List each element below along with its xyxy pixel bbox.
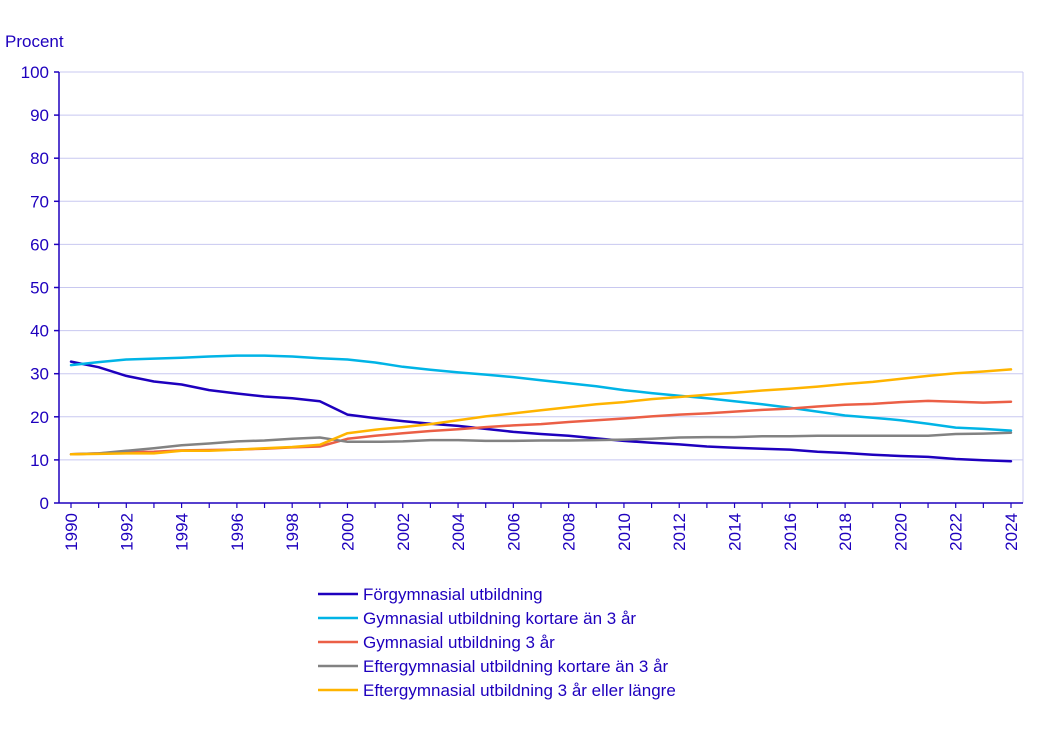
legend-label: Förgymnasial utbildning [363,585,543,604]
x-tick-label: 2000 [338,513,357,551]
x-tick-label: 1990 [62,513,81,551]
x-tick-label: 2024 [1002,513,1021,551]
legend-label: Eftergymnasial utbildning kortare än 3 å… [363,657,669,676]
series-line-3 [69,399,1013,456]
y-tick-label: 50 [30,279,49,298]
y-tick-label: 10 [30,451,49,470]
y-axis-ticks: 0 10 20 30 40 50 60 70 80 90 100 [21,63,59,513]
x-tick-label: 2012 [670,513,689,551]
x-tick-label: 2022 [947,513,966,551]
x-tick-label: 1996 [228,513,247,551]
series-line-4 [69,431,1013,456]
x-tick-label: 2020 [891,513,910,551]
series-lines [69,354,1013,463]
x-tick-label: 2002 [394,513,413,551]
legend-label: Eftergymnasial utbildning 3 år eller län… [363,681,676,700]
x-tick-label: 2018 [836,513,855,551]
x-tick-label: 2016 [781,513,800,551]
y-tick-label: 90 [30,106,49,125]
y-tick-label: 30 [30,365,49,384]
gridlines [59,71,1023,461]
legend-label: Gymnasial utbildning kortare än 3 år [363,609,636,628]
y-tick-label: 0 [40,494,49,513]
legend: Förgymnasial utbildning Gymnasial utbildn… [318,585,676,700]
x-tick-label: 1992 [117,513,136,551]
x-tick-label: 2014 [726,513,745,551]
x-tick-label: 2010 [615,513,634,551]
y-tick-label: 40 [30,322,49,341]
y-tick-label: 60 [30,235,49,254]
legend-label: Gymnasial utbildning 3 år [363,633,555,652]
y-tick-label: 70 [30,192,49,211]
y-tick-label: 80 [30,149,49,168]
y-tick-label: 20 [30,408,49,427]
y-tick-label: 100 [21,63,49,82]
x-tick-label: 2006 [504,513,523,551]
x-tick-label: 1998 [283,513,302,551]
series-line-5 [69,368,1013,456]
y-axis-unit-label: Procent [5,32,64,51]
x-axis-ticks: 1990 1992 1994 1996 1998 2000 2002 2004 2006 2008… [62,503,1021,551]
series-line-2 [69,354,1013,432]
x-tick-label: 1994 [173,513,192,551]
series-line-1 [69,360,1013,463]
x-tick-label: 2008 [560,513,579,551]
x-tick-label: 2004 [449,513,468,551]
